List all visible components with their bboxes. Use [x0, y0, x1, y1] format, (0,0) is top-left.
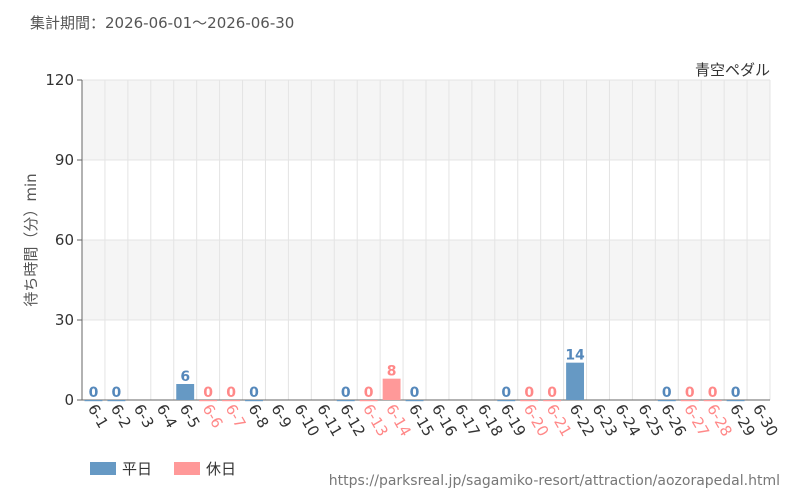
data-label: 0	[524, 385, 534, 401]
data-label: 0	[341, 385, 351, 401]
legend-label-weekday: 平日	[122, 460, 153, 478]
y-tick-label: 120	[45, 71, 74, 89]
x-tick-label: 6-2	[107, 401, 135, 431]
data-label: 0	[410, 385, 420, 401]
bar	[703, 400, 722, 402]
bar	[566, 362, 585, 400]
data-label: 0	[203, 385, 213, 401]
bar	[245, 400, 263, 402]
x-tick-label: 6-3	[130, 401, 158, 431]
y-tick-label: 60	[55, 231, 74, 249]
legend-item-weekday[interactable]: 平日	[90, 458, 152, 479]
x-tick-label: 6-5	[176, 401, 204, 431]
bar	[176, 384, 195, 400]
bar	[497, 400, 516, 402]
data-label: 0	[226, 385, 236, 401]
y-tick-label: 0	[64, 391, 74, 409]
bar	[726, 400, 745, 402]
bar	[336, 400, 355, 402]
data-label: 0	[547, 385, 557, 401]
data-label: 8	[387, 364, 397, 380]
data-label: 0	[685, 385, 695, 401]
bar	[657, 400, 676, 402]
data-label: 0	[501, 385, 511, 401]
x-tick-label: 6-9	[267, 401, 295, 431]
x-tick-label: 6-1	[84, 401, 112, 431]
data-label: 0	[731, 385, 741, 401]
bar	[222, 400, 241, 402]
bar	[199, 400, 218, 402]
bar	[543, 400, 562, 402]
data-label: 6	[180, 369, 190, 385]
bar	[84, 400, 103, 402]
y-axis-title: 待ち時間（分）min	[22, 173, 40, 306]
x-tick-label: 6-8	[245, 401, 273, 431]
bar	[359, 400, 378, 402]
legend: 平日 休日	[90, 458, 236, 479]
data-label: 0	[364, 385, 374, 401]
x-tick-label: 6-4	[153, 401, 181, 431]
bar	[680, 400, 699, 402]
data-label: 0	[249, 385, 259, 401]
period-label: 集計期間：2026-06-01～2026-06-30	[30, 14, 295, 32]
legend-swatch-holiday	[174, 462, 201, 475]
data-label: 14	[565, 348, 585, 364]
data-label: 0	[662, 385, 672, 401]
bar	[107, 400, 126, 402]
data-label: 0	[708, 385, 718, 401]
legend-label-holiday: 休日	[206, 460, 237, 478]
source-url[interactable]: https://parksreal.jp/sagamiko-resort/att…	[328, 473, 780, 489]
y-tick-label: 90	[55, 151, 74, 169]
data-label: 0	[112, 385, 122, 401]
bar	[405, 400, 424, 402]
x-tick-label: 6-7	[222, 401, 250, 431]
data-label: 0	[89, 385, 99, 401]
attraction-name: 青空ペダル	[695, 61, 770, 79]
legend-item-holiday[interactable]: 休日	[174, 458, 236, 479]
x-tick-label: 6-6	[199, 401, 227, 431]
legend-swatch-weekday	[90, 462, 116, 475]
bar	[382, 378, 401, 400]
y-tick-label: 30	[55, 311, 74, 329]
bar	[520, 400, 539, 402]
